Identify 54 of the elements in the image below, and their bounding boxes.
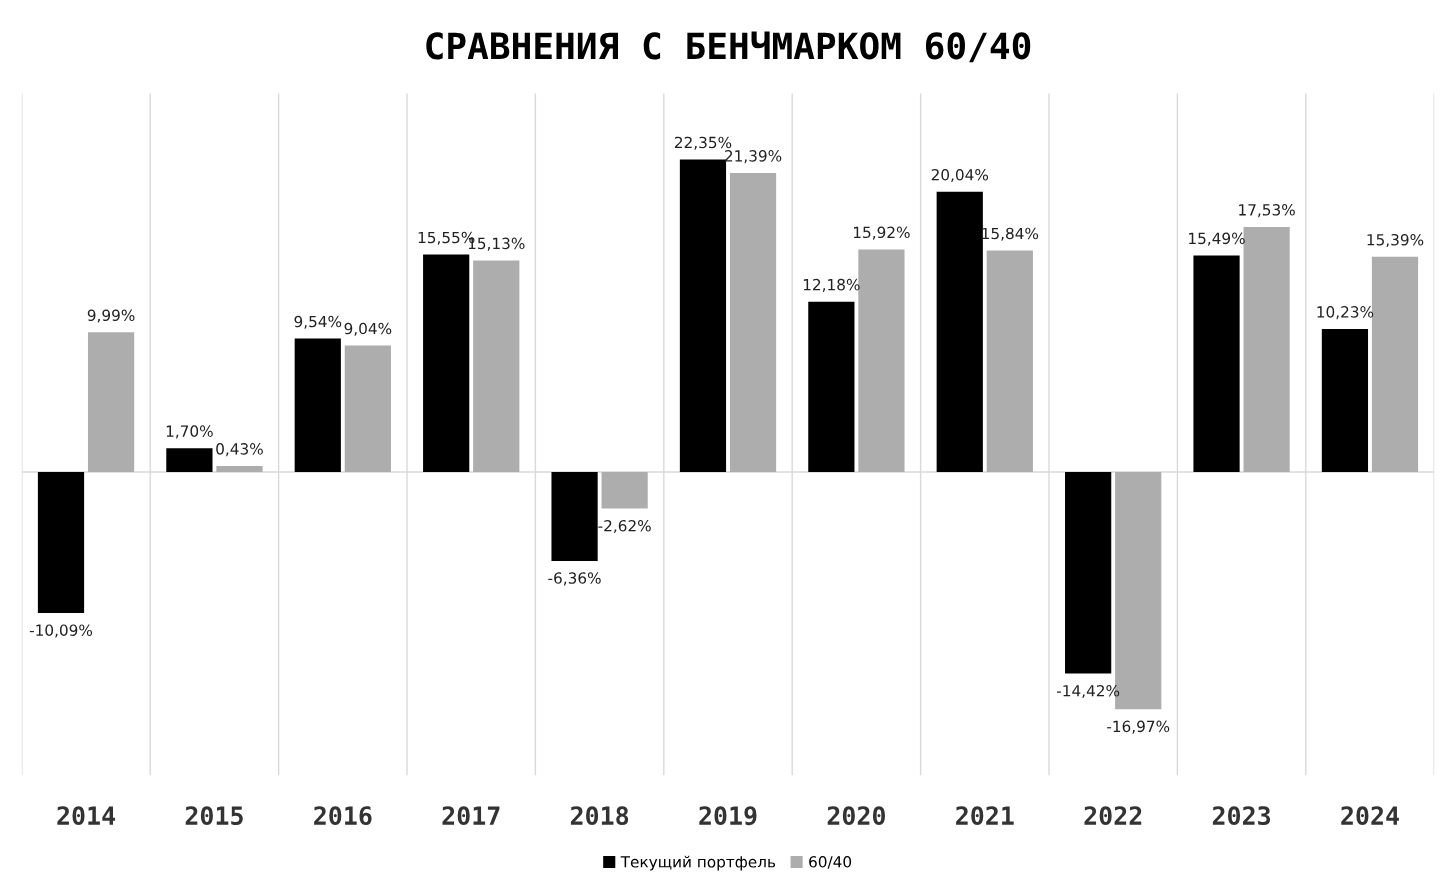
x-tick-label: 2024	[1341, 806, 1399, 826]
data-label: -2,62%	[598, 519, 651, 534]
data-label: -6,36%	[548, 572, 601, 586]
data-label: 1,70%	[166, 425, 213, 439]
data-label: 15,39%	[1367, 233, 1424, 248]
bar	[1193, 255, 1240, 472]
bar	[473, 260, 520, 472]
chart-title: СРАВНЕНИЯ С БЕНЧМАРКОМ 60/40	[426, 31, 1031, 63]
bar	[1065, 471, 1112, 674]
bar	[423, 254, 470, 472]
x-tick-label: 2017	[442, 806, 500, 826]
bar	[37, 471, 85, 614]
x-tick-label: 2014	[57, 806, 116, 826]
data-label: -14,42%	[1057, 684, 1120, 699]
data-label: 15,49%	[1189, 232, 1245, 246]
x-tick-label: 2018	[570, 806, 629, 826]
data-label: 9,99%	[87, 309, 135, 323]
data-label: -10,09%	[29, 624, 93, 638]
data-label: 21,39%	[725, 150, 782, 164]
legend-label: Текущий портфель	[620, 855, 776, 871]
data-label: 15,92%	[853, 226, 910, 240]
bar	[729, 172, 777, 472]
data-label: -16,97%	[1107, 720, 1170, 734]
bar	[808, 301, 855, 472]
bar	[216, 465, 263, 472]
bar	[986, 250, 1033, 472]
data-label: 9,54%	[294, 315, 342, 329]
bar	[858, 249, 905, 472]
bar	[294, 338, 341, 472]
bar	[166, 448, 213, 472]
bar	[1243, 226, 1290, 472]
x-tick-label: 2020	[827, 806, 885, 826]
data-label: 12,18%	[803, 278, 860, 292]
data-label: 10,23%	[1317, 306, 1374, 320]
bar	[344, 345, 391, 472]
data-label: 17,53%	[1239, 204, 1295, 218]
x-tick-label: 2021	[956, 806, 1014, 826]
bar	[1321, 328, 1369, 472]
bar	[936, 191, 983, 472]
data-label: 20,04%	[931, 168, 989, 183]
data-label: 22,35%	[674, 136, 732, 150]
x-tick-label: 2015	[185, 806, 243, 826]
data-label: 0,43%	[216, 443, 263, 457]
bar	[87, 332, 135, 472]
bar	[551, 471, 598, 561]
x-tick-label: 2023	[1212, 806, 1271, 826]
data-label: 9,04%	[344, 322, 392, 336]
legend-label: 60/40	[809, 856, 852, 869]
data-label: 15,84%	[982, 227, 1039, 241]
x-tick-label: 2016	[314, 806, 372, 826]
bar	[601, 471, 648, 509]
bar	[679, 159, 727, 472]
x-tick-label: 2019	[699, 806, 757, 826]
x-tick-label: 2022	[1084, 806, 1142, 826]
